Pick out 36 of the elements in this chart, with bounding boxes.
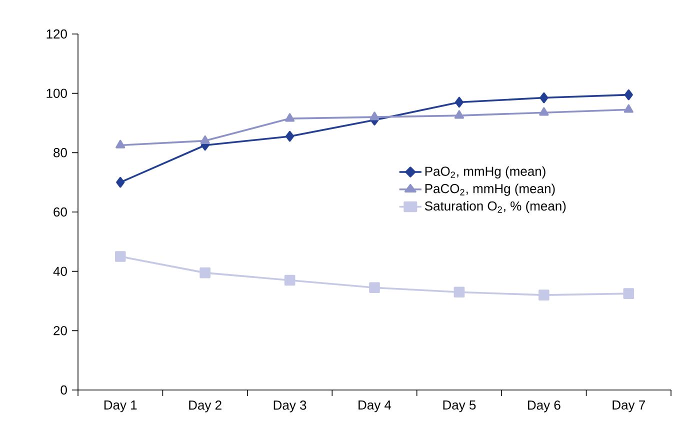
point xyxy=(200,267,210,278)
point xyxy=(624,89,633,100)
y-tick-label: 20 xyxy=(54,326,67,336)
point xyxy=(454,96,464,108)
y-tick-label: 80 xyxy=(54,148,67,158)
point xyxy=(624,104,634,113)
x-tick-label: Day 7 xyxy=(612,400,645,412)
y-tick-label: 60 xyxy=(54,207,67,217)
legend-label: PaO$_{2}$, mmHg (mean) xyxy=(425,166,546,178)
point xyxy=(114,251,126,262)
x-tick-label: Day 2 xyxy=(189,400,222,412)
x-tick-label: Day 1 xyxy=(104,400,137,412)
y-tick-label: 120 xyxy=(46,29,67,39)
x-tick-label: Day 5 xyxy=(443,400,476,412)
point xyxy=(540,92,548,104)
x-tick-label: Day 3 xyxy=(274,400,306,412)
y-tick-label: 40 xyxy=(53,266,67,276)
point xyxy=(286,130,294,142)
point xyxy=(116,176,125,188)
point xyxy=(539,107,549,116)
point xyxy=(200,135,210,144)
point xyxy=(370,112,380,120)
y-tick-label: 0 xyxy=(60,385,67,395)
legend-label: PaCO$_{2}$, mmHg (mean) xyxy=(425,184,555,196)
point xyxy=(538,290,550,300)
x-tick-label: Day 4 xyxy=(358,400,392,412)
y-tick-label: 100 xyxy=(46,88,67,98)
point xyxy=(369,282,380,294)
point xyxy=(454,110,464,119)
point xyxy=(284,274,296,286)
legend-label: Saturation O$_{2}$, % (mean) xyxy=(424,201,566,214)
point xyxy=(284,113,295,122)
point xyxy=(116,140,126,148)
x-tick-label: Day 6 xyxy=(528,400,560,412)
point xyxy=(623,288,634,299)
point xyxy=(454,286,465,298)
